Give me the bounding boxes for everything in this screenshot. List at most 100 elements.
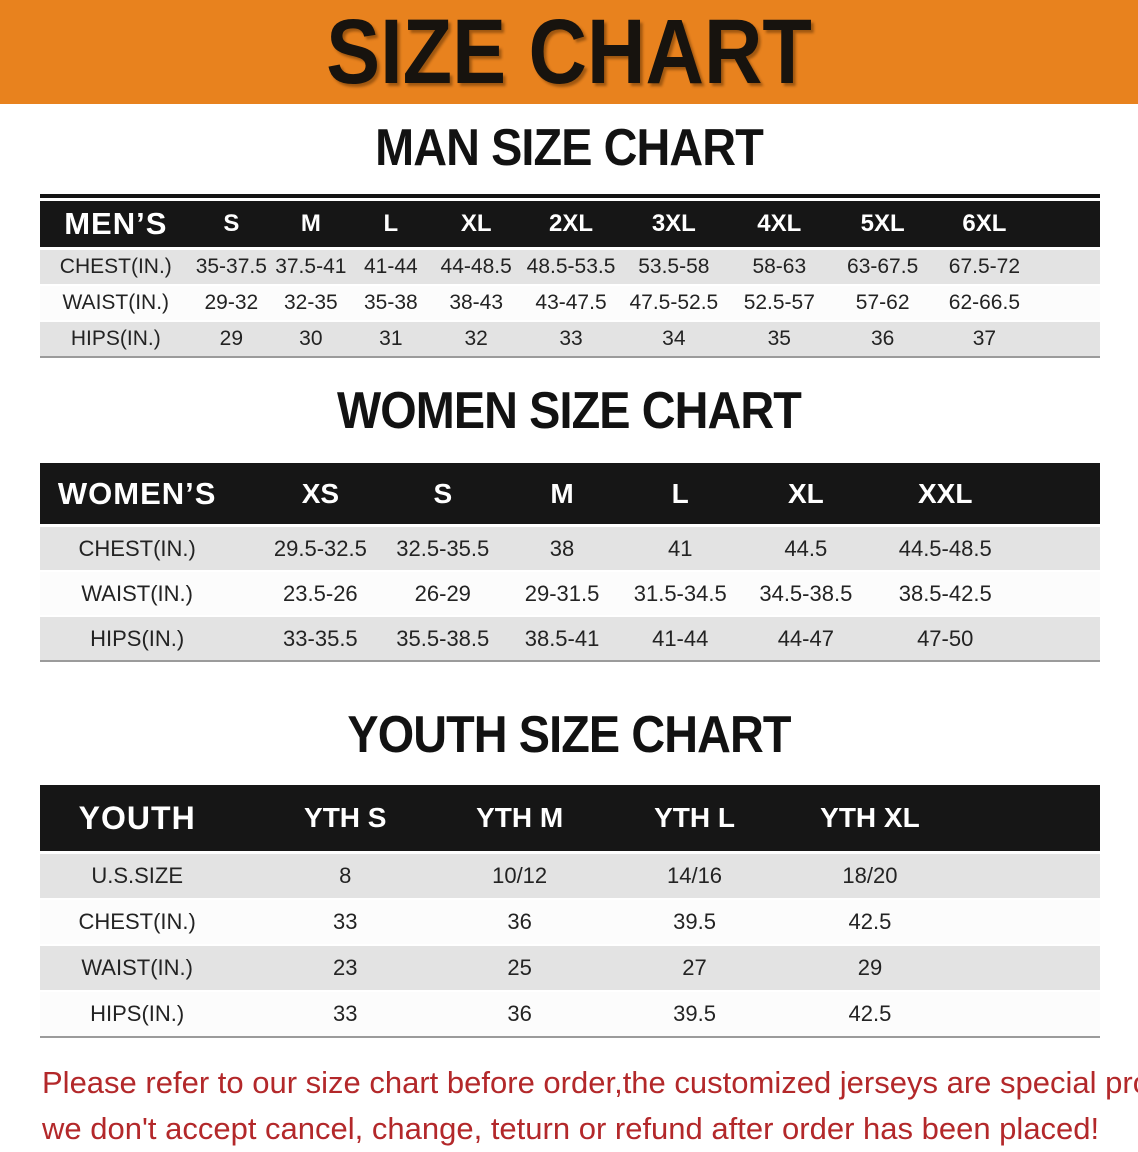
size-value: 26-29	[414, 580, 471, 606]
row-label: CHEST(IN.)	[78, 909, 196, 934]
size-value: 29	[857, 955, 883, 980]
spacer-cell	[1035, 201, 1100, 249]
size-value: 10/12	[492, 863, 548, 888]
size-value: 34.5-38.5	[759, 580, 853, 606]
size-value: 44-48.5	[440, 255, 512, 278]
youth-chest-row: CHEST(IN.) 33 36 39.5 42.5	[40, 899, 1100, 945]
size-value: 37	[972, 327, 997, 350]
spacer-cell	[1035, 285, 1100, 321]
size-value: 39.5	[673, 909, 716, 934]
row-label: CHEST(IN.)	[78, 535, 196, 561]
size-column-header: XL	[739, 463, 873, 526]
size-column-header: YTH XL	[781, 785, 958, 853]
size-column-header: 5XL	[831, 201, 934, 249]
size-value: 35.5-38.5	[396, 625, 490, 651]
size-value: 23	[333, 955, 358, 980]
row-label: WAIST(IN.)	[62, 291, 170, 314]
size-column-header: XL	[431, 201, 522, 249]
footer-note: Please refer to our size chart before or…	[42, 1060, 1138, 1152]
youth-table-bottom-border	[40, 1036, 1100, 1038]
size-value: 38.5-41	[524, 625, 600, 651]
size-value: 31.5-34.5	[633, 580, 727, 606]
size-value: 38.5-42.5	[898, 580, 992, 606]
spacer-cell	[1018, 571, 1100, 616]
size-value: 33-35.5	[283, 625, 358, 651]
women-waist-row: WAIST(IN.) 23.5-26 26-29 29-31.5 31.5-34…	[40, 571, 1100, 616]
size-value: 29-32	[204, 291, 259, 314]
size-value: 14/16	[666, 863, 723, 888]
size-value: 53.5-58	[638, 255, 710, 278]
size-value: 32-35	[283, 291, 338, 314]
size-value: 62-66.5	[948, 291, 1021, 314]
size-value: 67.5-72	[948, 255, 1021, 278]
size-value: 36	[507, 909, 532, 934]
size-value: 52.5-57	[743, 291, 815, 314]
size-value: 47.5-52.5	[629, 291, 719, 314]
size-column-header: L	[620, 463, 740, 526]
size-column-header: L	[350, 201, 432, 249]
size-column-header: XS	[258, 463, 383, 526]
size-column-header: XXL	[872, 463, 1019, 526]
women-section-heading: WOMEN SIZE CHART	[337, 382, 802, 440]
size-value: 38	[549, 535, 575, 561]
size-value: 35-38	[363, 291, 418, 314]
size-value: 33	[333, 909, 358, 934]
men-hips-row: HIPS(IN.) 29 30 31 32 33 34 35 36 37	[40, 321, 1100, 356]
size-value: 31	[379, 327, 403, 350]
size-value: 44.5	[784, 535, 828, 561]
size-value: 63-67.5	[847, 255, 919, 278]
footer-line-2: we don't accept cancel, change, teturn o…	[42, 1111, 1100, 1146]
size-value: 27	[682, 955, 707, 980]
size-value: 44.5-48.5	[898, 535, 992, 561]
size-column-header: YTH S	[258, 785, 433, 853]
row-label: U.S.SIZE	[91, 863, 184, 888]
size-value: 37.5-41	[275, 255, 347, 278]
youth-table-title: YOUTH	[40, 785, 259, 853]
youth-header-row: YOUTH YTH S YTH M YTH L YTH XL	[40, 785, 1100, 853]
men-chest-row: CHEST(IN.) 35-37.5 37.5-41 41-44 44-48.5…	[40, 248, 1100, 285]
size-value: 36	[870, 327, 895, 350]
size-value: 29	[219, 327, 243, 350]
men-size-table: MEN’S S M L XL 2XL 3XL 4XL 5XL 6XL CHEST…	[40, 194, 1100, 358]
spacer-cell	[1018, 463, 1100, 526]
size-value: 58-63	[752, 255, 807, 278]
men-table-top-border	[40, 194, 1100, 198]
size-value: 18/20	[842, 863, 898, 888]
size-column-header: YTH L	[607, 785, 782, 853]
size-column-header: M	[271, 201, 351, 249]
women-hips-row: HIPS(IN.) 33-35.5 35.5-38.5 38.5-41 41-4…	[40, 616, 1100, 660]
size-value: 41-44	[652, 625, 709, 651]
men-table-bottom-border	[40, 356, 1100, 358]
row-label: HIPS(IN.)	[90, 1001, 185, 1026]
size-value: 33	[333, 1001, 358, 1026]
banner-title: SIZE CHART	[326, 1, 812, 103]
size-value: 33	[559, 327, 583, 350]
women-table-bottom-border	[40, 660, 1100, 662]
spacer-cell	[958, 945, 1100, 991]
youth-section-heading: YOUTH SIZE CHART	[347, 706, 791, 764]
spacer-cell	[958, 853, 1100, 900]
women-table-title: WOMEN’S	[40, 463, 259, 526]
size-value: 57-62	[855, 291, 910, 314]
women-header-row: WOMEN’S XS S M L XL XXL	[40, 463, 1100, 526]
size-column-header: 6XL	[933, 201, 1036, 249]
spacer-cell	[1035, 321, 1100, 356]
size-value: 32	[464, 327, 488, 350]
spacer-cell	[1018, 526, 1100, 572]
row-label: HIPS(IN.)	[70, 327, 161, 350]
size-value: 42.5	[848, 1001, 892, 1026]
size-value: 29-31.5	[524, 580, 600, 606]
size-value: 23.5-26	[283, 580, 358, 606]
spacer-cell	[1018, 616, 1100, 660]
footer-line-1: Please refer to our size chart before or…	[42, 1065, 1138, 1100]
size-column-header: 3XL	[620, 201, 727, 249]
size-value: 35-37.5	[195, 255, 267, 278]
size-value: 30	[299, 327, 323, 350]
size-value: 44-47	[777, 625, 834, 651]
size-value: 42.5	[848, 909, 892, 934]
row-label: CHEST(IN.)	[59, 255, 172, 278]
size-column-header: M	[503, 463, 621, 526]
row-label: WAIST(IN.)	[81, 580, 193, 606]
spacer-cell	[958, 899, 1100, 945]
banner: SIZE CHART	[0, 0, 1138, 104]
